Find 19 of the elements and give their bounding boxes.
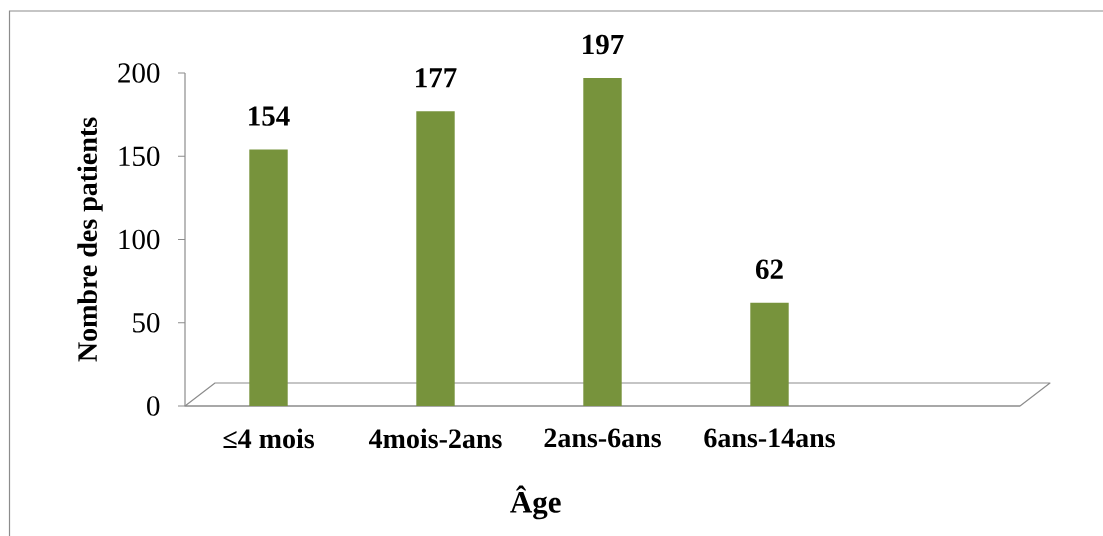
x-tick-label: 6ans-14ans	[704, 428, 835, 448]
bar	[583, 77, 622, 406]
data-label: 62	[755, 259, 783, 280]
y-axis-title: Nombre des patients	[77, 117, 103, 362]
x-axis-title: Âge	[510, 485, 561, 520]
x-tick-label: ≤4 mois	[223, 428, 315, 449]
y-tick-label: 100	[119, 229, 160, 250]
y-tick-label: 50	[133, 312, 160, 333]
y-tick-label: 200	[118, 63, 160, 83]
y-tick-label: 150	[119, 146, 160, 167]
x-tick-label: 4mois-2ans	[368, 428, 502, 449]
bar	[249, 149, 288, 406]
data-label: 177	[416, 68, 457, 88]
bar	[750, 302, 789, 406]
bar	[416, 111, 455, 406]
data-label: 197	[583, 34, 624, 55]
data-label: 154	[249, 106, 290, 126]
y-tick-label: 0	[147, 396, 160, 416]
x-tick-label: 2ans-6ans	[544, 428, 661, 448]
